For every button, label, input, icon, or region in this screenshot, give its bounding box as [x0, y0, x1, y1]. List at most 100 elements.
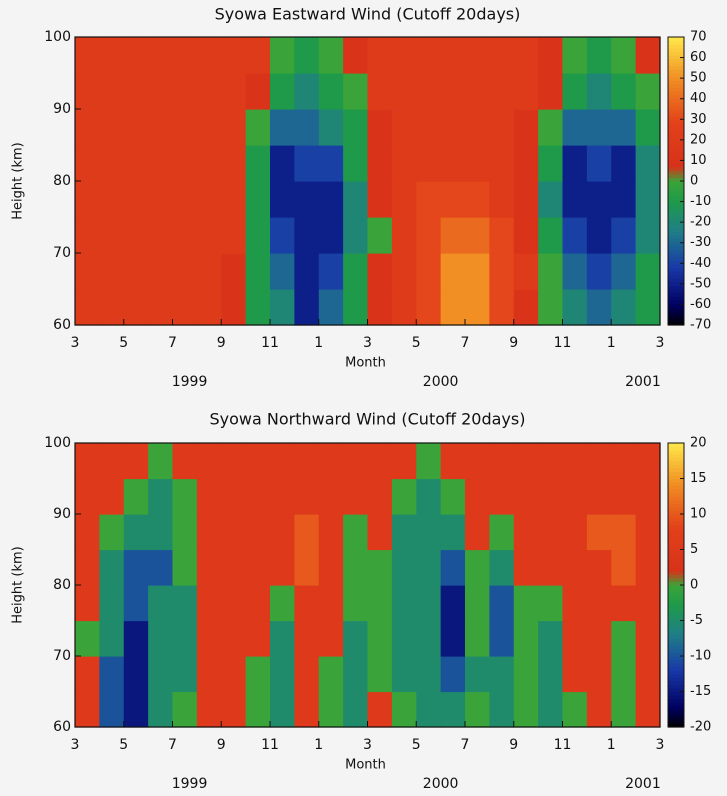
heat-cell	[343, 289, 368, 326]
heat-cell	[124, 37, 149, 74]
colorbar-swatch	[668, 553, 684, 557]
heat-cell	[587, 109, 612, 146]
heat-cell	[611, 289, 636, 326]
heat-cell	[197, 181, 222, 218]
heat-cell	[636, 37, 661, 74]
heat-cell	[392, 217, 417, 254]
colorbar-swatch	[668, 48, 684, 52]
colorbar-swatch	[668, 450, 684, 454]
heat-cell	[148, 479, 173, 515]
colorbar-swatch	[668, 578, 684, 582]
colorbar-tick-label: 30	[690, 112, 707, 127]
heat-cell	[99, 217, 124, 254]
heat-cell	[441, 181, 466, 218]
heat-cell	[416, 145, 441, 182]
colorbar-swatch	[668, 649, 684, 653]
heat-cell	[270, 145, 295, 182]
colorbar-swatch	[668, 660, 684, 664]
colorbar-swatch	[668, 84, 684, 88]
colorbar-swatch	[668, 217, 684, 221]
year-label: 1999	[172, 374, 208, 390]
heat-cell	[563, 514, 588, 550]
colorbar-swatch	[668, 167, 684, 171]
heat-cell	[538, 109, 563, 146]
heat-cell	[75, 145, 100, 182]
heat-cell	[124, 692, 149, 728]
colorbar-tick-label: 5	[690, 542, 698, 557]
heat-cell	[148, 37, 173, 74]
heat-cell	[636, 585, 661, 621]
colorbar-swatch	[668, 134, 684, 138]
heat-cell	[392, 692, 417, 728]
colorbar-swatch	[668, 62, 684, 66]
heat-cell	[173, 109, 198, 146]
heat-cell	[587, 289, 612, 326]
colorbar-swatch	[668, 493, 684, 497]
x-axis-label: Month	[345, 758, 386, 773]
colorbar-swatch	[668, 66, 684, 70]
colorbar-swatch	[668, 542, 684, 546]
heat-cell	[270, 181, 295, 218]
heat-cell	[611, 514, 636, 550]
colorbar-swatch	[668, 224, 684, 228]
colorbar-swatch	[668, 613, 684, 617]
heat-cell	[416, 585, 441, 621]
colorbar-swatch	[668, 188, 684, 192]
heat-cell	[441, 217, 466, 254]
colorbar-swatch	[668, 275, 684, 279]
heat-cell	[246, 253, 271, 290]
colorbar-swatch	[668, 525, 684, 529]
heat-cell	[441, 37, 466, 74]
heat-cell	[124, 181, 149, 218]
colorbar-swatch	[668, 174, 684, 178]
heat-cell	[319, 73, 344, 110]
colorbar-swatch	[668, 564, 684, 568]
heat-cell	[368, 692, 393, 728]
heat-cell	[221, 692, 246, 728]
x-tick-label: 11	[261, 737, 279, 753]
heat-cell	[587, 73, 612, 110]
colorbar-swatch	[668, 267, 684, 271]
heat-cell	[465, 217, 490, 254]
heat-cell	[246, 37, 271, 74]
colorbar-swatch	[668, 311, 684, 315]
colorbar-swatch	[668, 314, 684, 318]
heat-cell	[489, 443, 514, 479]
x-tick-label: 7	[461, 737, 470, 753]
colorbar-swatch	[668, 192, 684, 196]
heat-cell	[319, 479, 344, 515]
x-tick-label: 1	[607, 335, 616, 351]
heat-cell	[221, 621, 246, 657]
heat-cell	[563, 550, 588, 586]
heat-cell	[441, 253, 466, 290]
heat-cell	[636, 289, 661, 326]
heat-cell	[587, 253, 612, 290]
heat-cell	[343, 550, 368, 586]
colorbar-swatch	[668, 709, 684, 713]
heat-cell	[465, 585, 490, 621]
colorbar-swatch	[668, 503, 684, 507]
x-tick-label: 7	[168, 335, 177, 351]
colorbar-swatch	[668, 670, 684, 674]
heat-cell	[538, 253, 563, 290]
heat-cell	[611, 37, 636, 74]
heat-cell	[99, 443, 124, 479]
heat-cell	[221, 181, 246, 218]
heat-cell	[636, 514, 661, 550]
heat-cell	[392, 37, 417, 74]
heat-cell	[441, 443, 466, 479]
colorbar-swatch	[668, 720, 684, 724]
heat-cell	[270, 514, 295, 550]
heat-cell	[489, 514, 514, 550]
heat-cell	[124, 109, 149, 146]
colorbar-tick-label: 0	[690, 174, 698, 189]
heat-cell	[148, 109, 173, 146]
heat-cell	[75, 692, 100, 728]
heat-cell	[270, 585, 295, 621]
heat-cell	[416, 656, 441, 692]
colorbar-tick-label: -70	[690, 318, 711, 333]
colorbar-swatch	[668, 674, 684, 678]
x-tick-label: 9	[509, 737, 518, 753]
heat-cell	[489, 621, 514, 657]
heat-cell	[416, 550, 441, 586]
